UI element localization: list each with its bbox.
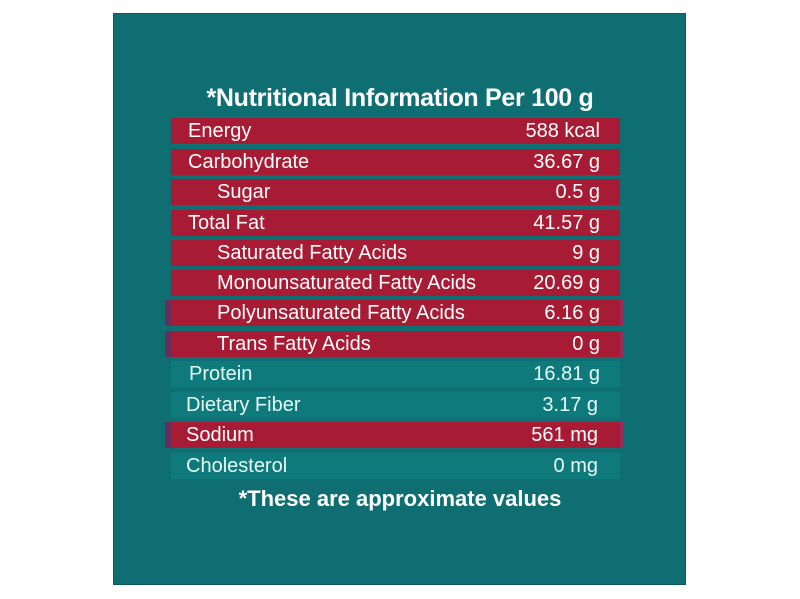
nutrition-row-saturated-fatty-acids: Saturated Fatty Acids 9 g bbox=[171, 240, 620, 266]
row-value: 561 mg bbox=[531, 424, 598, 446]
row-label: Trans Fatty Acids bbox=[217, 333, 371, 355]
nutrition-row-total-fat: Total Fat 41.57 g bbox=[171, 210, 620, 236]
nutrition-row-energy: Energy 588 kcal bbox=[171, 118, 620, 144]
approximate-values-note: *These are approximate values bbox=[238, 486, 562, 511]
nutrition-row-carbohydrate: Carbohydrate 36.67 g bbox=[171, 149, 620, 175]
nutrition-title: *Nutritional Information Per 100 g bbox=[206, 84, 594, 112]
row-label: Protein bbox=[189, 363, 253, 385]
row-value: 3.17 g bbox=[542, 394, 598, 416]
row-value: 41.57 g bbox=[533, 212, 600, 234]
row-value: 16.81 g bbox=[533, 363, 600, 385]
row-value: 588 kcal bbox=[525, 120, 601, 142]
nutrition-row-dietary-fiber: Dietary Fiber 3.17 g bbox=[171, 392, 620, 418]
row-label: Monounsaturated Fatty Acids bbox=[217, 272, 477, 294]
row-value: 36.67 g bbox=[533, 151, 600, 173]
nutrition-row-protein: Protein 16.81 g bbox=[171, 361, 620, 387]
row-label: Total Fat bbox=[188, 212, 265, 234]
nutrition-row-cholesterol: Cholesterol 0 mg bbox=[171, 453, 620, 479]
nutrition-row-monounsaturated-fatty-acids: Monounsaturated Fatty Acids 20.69 g bbox=[171, 270, 620, 296]
row-value: 0 mg bbox=[553, 455, 598, 477]
row-value: 0.5 g bbox=[555, 181, 600, 203]
row-label: Sodium bbox=[186, 424, 254, 446]
row-label: Dietary Fiber bbox=[186, 394, 301, 416]
nutrition-panel bbox=[113, 13, 686, 585]
row-label: Cholesterol bbox=[186, 455, 288, 477]
row-value: 6.16 g bbox=[544, 302, 600, 324]
nutrition-row-sodium: Sodium 561 mg bbox=[171, 422, 620, 448]
nutrition-row-polyunsaturated-fatty-acids: Polyunsaturated Fatty Acids 6.16 g bbox=[171, 300, 620, 326]
row-value: 0 g bbox=[572, 333, 600, 355]
row-label: Energy bbox=[188, 120, 252, 142]
nutrition-row-sugar: Sugar 0.5 g bbox=[171, 179, 620, 205]
row-label: Saturated Fatty Acids bbox=[217, 242, 408, 264]
row-label: Polyunsaturated Fatty Acids bbox=[217, 302, 465, 324]
row-value: 9 g bbox=[572, 242, 600, 264]
row-value: 20.69 g bbox=[533, 272, 600, 294]
row-label: Carbohydrate bbox=[188, 151, 310, 173]
row-label: Sugar bbox=[217, 181, 271, 203]
nutrition-row-trans-fatty-acids: Trans Fatty Acids 0 g bbox=[171, 331, 620, 357]
